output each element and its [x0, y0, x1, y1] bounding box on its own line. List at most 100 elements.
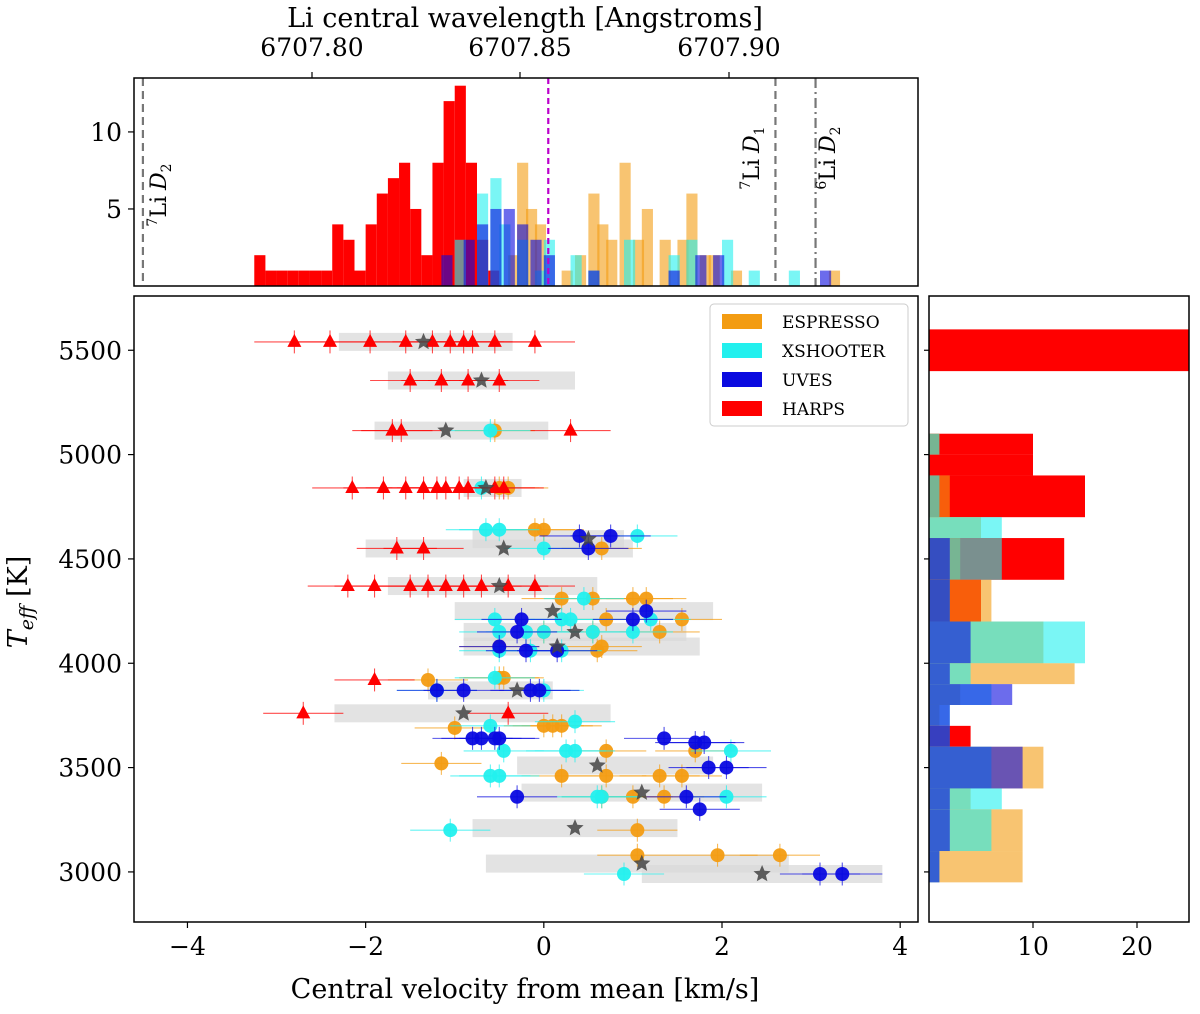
data-point-uves [835, 867, 850, 882]
hist-bar-uves [543, 255, 555, 286]
hist-bar-harps [421, 255, 433, 286]
hist-bar-uves [490, 208, 502, 286]
data-point-xshooter [483, 423, 498, 438]
hist-bar-espresso [632, 239, 645, 286]
data-point-xshooter [496, 743, 511, 758]
hist-bar-uves [929, 809, 950, 852]
data-point-espresso [554, 718, 569, 733]
hist-bar-uves [713, 255, 725, 286]
hist-bar-uves [477, 224, 489, 286]
data-point-xshooter [617, 867, 631, 882]
data-point-harps [456, 333, 471, 347]
right-histogram-panel: 10 20 [924, 295, 1190, 961]
top-tick-label: 6707.85 [468, 33, 571, 62]
right-axes-frame [928, 295, 1190, 923]
li7-d1-label: 7LiD1 [738, 126, 768, 189]
data-point-harps [429, 479, 444, 493]
hist-bar-uves [441, 255, 453, 286]
hist-bar-xshooter [722, 239, 734, 286]
y-axis-label: Teff [K] [3, 556, 38, 649]
hist-bar-harps [387, 178, 400, 286]
hist-bar-espresso [828, 270, 841, 286]
hist-bar-harps [454, 85, 466, 286]
data-point-espresso [630, 823, 645, 838]
data-point-xshooter [568, 714, 582, 729]
hist-bar-uves [695, 255, 707, 286]
data-point-harps [376, 479, 391, 493]
hist-bar-uves [929, 663, 950, 685]
y-axis-label-main: T [3, 628, 34, 648]
hist-bar-harps [376, 193, 388, 286]
data-point-uves [692, 802, 707, 817]
mean-star [455, 704, 473, 721]
data-point-xshooter [492, 522, 507, 537]
legend-box [709, 303, 909, 427]
data-point-xshooter [625, 624, 640, 639]
data-point-xshooter [590, 789, 605, 804]
hist-bar-xshooter [624, 239, 636, 286]
hist-bar-xshooter [454, 239, 466, 286]
data-point-xshooter [492, 768, 507, 783]
data-point-espresso [434, 756, 449, 771]
hist-bar-uves [668, 270, 680, 286]
data-point-harps [438, 479, 453, 493]
y-tick-label: 5500 [58, 336, 122, 365]
legend-label-uves: UVES [782, 371, 833, 391]
mean-star [566, 819, 584, 836]
x-tick-label: −4 [169, 932, 206, 961]
data-point-harps [287, 333, 302, 347]
mean-star [415, 332, 433, 350]
hist-bar-harps [465, 162, 477, 286]
mean-star [548, 637, 566, 654]
data-point-uves [679, 789, 694, 804]
mean-star [633, 854, 651, 871]
svg-text:6LiD2: 6LiD2 [814, 126, 844, 189]
legend: ESPRESSO XSHOOTER UVES HARPS [709, 303, 909, 427]
right-x-tick-label: 20 [1121, 932, 1153, 961]
top-tick-label: 6707.90 [677, 33, 780, 62]
hist-bar-espresso [641, 208, 653, 286]
hist-bar-harps [929, 454, 1033, 476]
hist-bar-espresso [730, 270, 743, 286]
right-x-tick-label: 10 [1017, 932, 1049, 961]
hist-bar-xshooter [788, 270, 800, 286]
hist-bar-harps [410, 208, 422, 286]
top-axis-title: Li central wavelength [Angstroms] [287, 3, 763, 34]
data-point-uves [603, 528, 618, 543]
data-point-xshooter [483, 718, 498, 733]
data-point-harps [501, 578, 516, 592]
data-point-harps [367, 578, 382, 592]
hist-bar-harps [265, 270, 277, 286]
data-point-xshooter [536, 541, 551, 556]
data-point-uves [456, 683, 471, 698]
x-tick-label: 2 [714, 932, 730, 961]
mean-star [753, 865, 771, 882]
hist-bar-harps [343, 239, 355, 286]
hist-bar-harps [309, 270, 322, 286]
data-point-harps [434, 372, 449, 386]
legend-label-harps: HARPS [782, 400, 845, 420]
data-point-harps [527, 333, 542, 347]
mean-star [490, 577, 508, 594]
svg-text:7LiD2: 7LiD2 [145, 163, 175, 226]
hist-bar-espresso [517, 162, 529, 286]
data-point-harps [487, 479, 502, 493]
legend-swatch-espresso [722, 314, 762, 329]
top-y-tick-label: 5 [106, 195, 122, 224]
top-axes-frame [133, 77, 919, 287]
data-point-uves [492, 639, 507, 654]
data-point-espresso [599, 768, 614, 783]
y-tick-label: 5000 [58, 441, 122, 470]
hist-bar-harps [287, 270, 299, 286]
hist-bar-uves [503, 208, 515, 286]
hist-bar-espresso [588, 193, 600, 286]
legend-label-espresso: ESPRESSO [782, 313, 880, 333]
data-point-xshooter [443, 823, 458, 838]
data-point-espresso [710, 848, 725, 863]
data-point-xshooter [723, 743, 738, 758]
data-point-harps [421, 578, 435, 592]
data-point-harps [456, 578, 471, 592]
hist-bar-espresso [606, 239, 618, 286]
data-point-harps [474, 578, 489, 592]
hist-bar-harps [354, 270, 366, 286]
